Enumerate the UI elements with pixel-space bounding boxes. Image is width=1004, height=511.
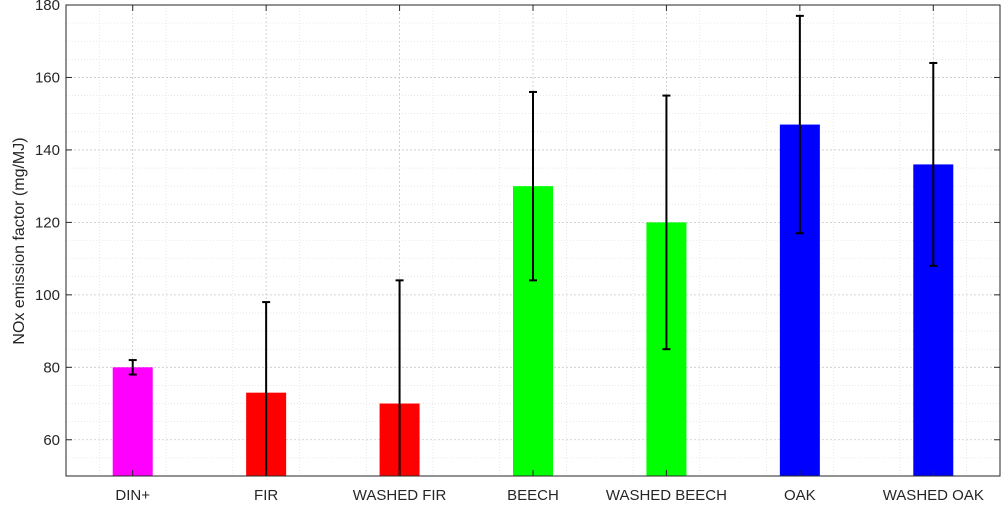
y-tick-label: 140 — [35, 142, 60, 159]
y-tick-label: 180 — [35, 0, 60, 14]
bar-din- — [112, 367, 153, 476]
x-tick-label: FIR — [254, 487, 278, 504]
x-tick-label: OAK — [784, 487, 816, 504]
y-tick-labels: 60 80 100 120 140 160 180 — [35, 0, 60, 449]
x-tick-labels: DIN+ FIR WASHED FIR BEECH WASHED BEECH OAK WAS… — [115, 487, 983, 504]
y-axis-label: NOx emission factor (mg/MJ) — [11, 137, 28, 344]
error-bars — [128, 14, 938, 476]
y-tick-label: 80 — [43, 359, 60, 376]
y-tick-label: 100 — [35, 287, 60, 304]
x-tick-label: WASHED FIR — [353, 487, 447, 504]
axes — [65, 4, 1001, 477]
y-tick-label: 120 — [35, 214, 60, 231]
x-tick-label: DIN+ — [115, 487, 150, 504]
y-tick-label: 60 — [43, 432, 60, 449]
x-tick-label: WASHED BEECH — [606, 487, 727, 504]
x-tick-label: WASHED OAK — [883, 487, 984, 504]
y-tick-label: 160 — [35, 69, 60, 86]
x-tick-label: BEECH — [507, 487, 559, 504]
minor-grid — [66, 5, 1000, 477]
